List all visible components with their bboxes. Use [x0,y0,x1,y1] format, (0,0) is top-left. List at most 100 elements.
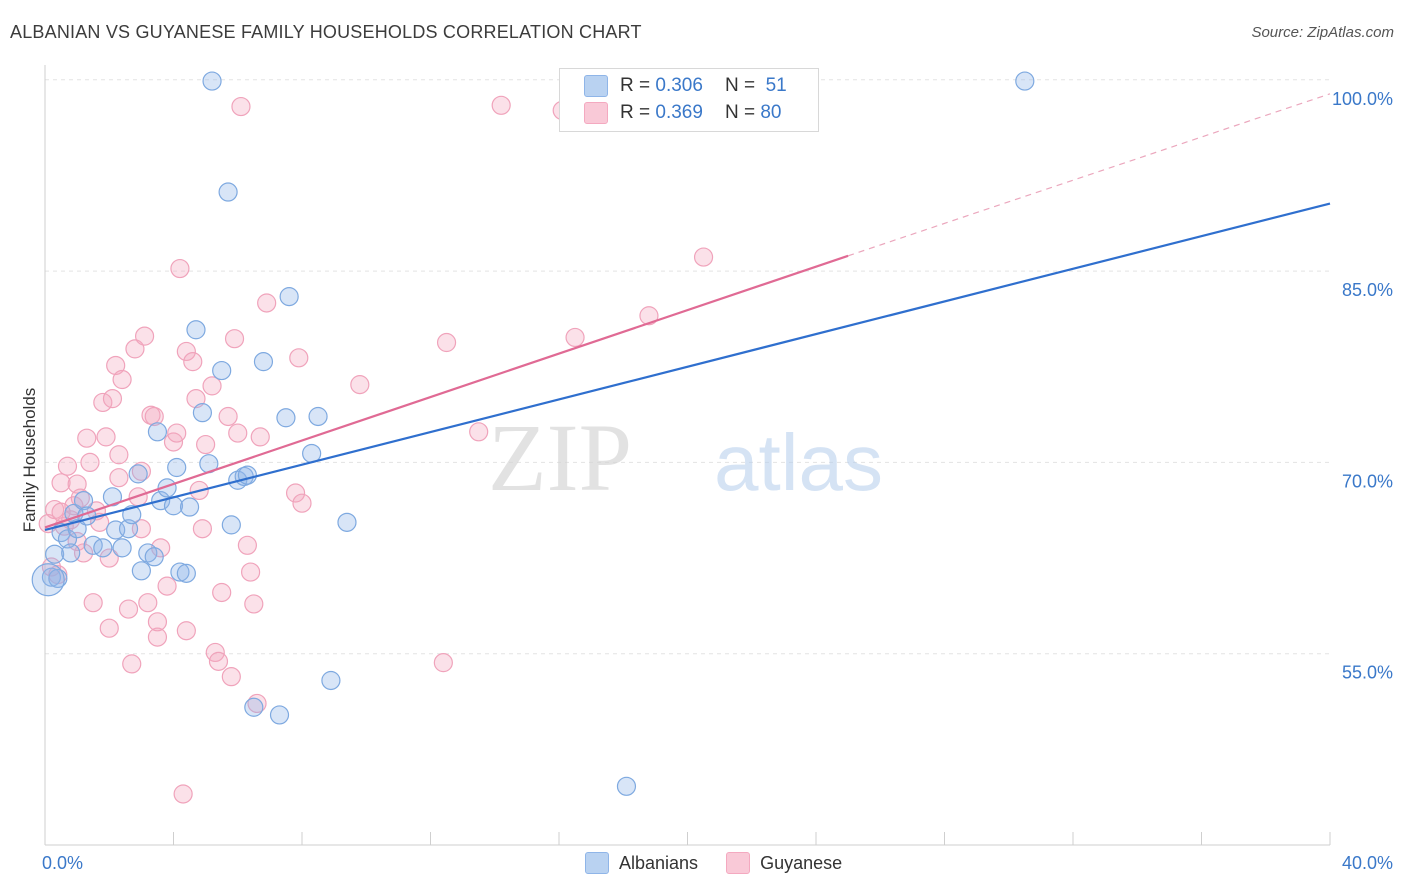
albanian-point-26 [170,562,190,582]
guyanese-point-33 [147,627,168,647]
guyanese-point-9 [67,474,87,494]
albanian-point-11 [93,538,113,558]
albanian-point-4 [57,529,78,549]
guyanese-point-64 [350,375,370,395]
guyanese-point-19 [102,389,123,409]
guyanese-point-38 [167,423,187,443]
albanian-point-17 [128,464,148,484]
guyanese-r-label: R = [620,102,651,123]
albanian-point-29 [186,320,206,340]
guyanese-point-20 [106,355,126,376]
x-tick-label-1: 40.0% [1342,853,1393,873]
albanian-point-20 [144,547,164,567]
guyanese-point-61 [285,483,306,503]
albanians-r-value: 0.306 [655,75,703,96]
albanian-point-21 [147,422,168,442]
x-tick-label-0: 0.0% [42,853,83,873]
albanian-point-18 [131,561,151,581]
albanian-point-34 [218,182,238,202]
albanian-point-49 [1015,71,1035,91]
albanian-point-46 [321,670,341,691]
guyanese-point-30 [138,593,158,613]
albanian-point-25 [167,457,187,478]
guyanese-point-71 [639,306,659,326]
axes [44,65,1331,846]
albanian-points [31,71,1035,796]
guyanese-point-32 [144,406,164,427]
guyanese-point-68 [491,95,511,115]
guyanese-point-41 [176,341,196,362]
guyanese-point-43 [183,352,203,372]
y-tick-label-0: 55.0% [1342,663,1393,683]
albanian-point-45 [308,406,328,427]
guyanese-point-47 [202,376,222,396]
guyanese-point-65 [433,653,453,673]
guyanese-trend-extension [847,93,1331,257]
albanian-point-48 [616,776,637,796]
albanian-point-15 [118,519,139,539]
guyanese-point-63 [292,493,312,513]
albanian-point-23 [157,478,177,498]
guyanese-point-59 [250,427,270,447]
albanian-point-12 [102,487,123,507]
albanian-point-38 [237,465,257,485]
albanians-r-label: R = [620,75,651,96]
guyanese-point-36 [157,576,177,596]
guyanese-point-34 [147,612,168,632]
albanian-point-50 [31,563,65,597]
guyanese-point-55 [231,96,251,117]
guyanese-point-26 [125,339,145,359]
albanian-point-1 [45,544,65,564]
guyanese-point-50 [212,582,232,603]
guyanese-point-12 [80,452,100,472]
guyanese-point-4 [51,473,71,493]
albanian-point-0 [41,567,62,587]
guyanese-n-label: N = [724,102,756,123]
guyanese-point-17 [96,427,116,447]
albanian-point-47 [337,512,357,532]
source-label: Source: ZipAtlas.com [1251,24,1394,41]
guyanese-point-16 [93,392,113,413]
legend-row-albanians: R = 0.306 N = 51 [584,73,787,99]
guyanese-point-24 [118,599,139,619]
albanian-point-35 [221,515,241,535]
albanian-point-7 [67,519,87,539]
albanians-n-value: 51 [765,75,787,96]
guyanese-point-39 [170,258,190,279]
albanian-point-32 [202,71,222,91]
legend-item-guyanese: Guyanese [726,852,842,874]
guyanese-point-76 [192,519,213,539]
guyanese-point-78 [131,461,151,481]
y-tick-label-2: 85.0% [1342,280,1393,300]
albanian-point-39 [244,697,264,717]
guyanese-r-value: 0.369 [655,102,703,123]
guyanese-point-40 [173,784,193,804]
guyanese-point-42 [176,621,196,641]
albanian-point-41 [269,705,290,725]
guyanese-point-49 [208,651,229,671]
legend-item-albanians: Albanians [585,852,698,874]
albanian-point-2 [48,568,68,589]
albanians-n-label: N = [724,75,756,96]
guyanese-point-11 [77,428,97,448]
guyanese-point-75 [99,548,119,568]
stats-legend: R = 0.306 N = 51 R = 0.369 N = 80 [559,68,819,132]
albanian-point-14 [112,538,132,558]
albanian-point-40 [253,352,274,372]
guyanese-point-21 [109,445,129,465]
guyanese-point-18 [99,618,119,638]
guyanese-legend-swatch [726,852,751,874]
guyanese-point-56 [241,562,261,582]
guyanese-point-29 [134,326,155,346]
tick-labels: 55.0% 70.0% 85.0% 100.0% 0.0% 40.0% [42,89,1393,873]
y-tick-label-1: 70.0% [1342,471,1393,491]
guyanese-point-25 [122,654,142,674]
guyanese-point-77 [237,535,257,555]
albanian-point-43 [279,287,299,307]
chart-title: ALBANIAN VS GUYANESE FAMILY HOUSEHOLDS C… [10,22,642,42]
albanian-point-30 [192,403,213,423]
guyanese-point-44 [186,389,206,409]
albanian-point-42 [276,408,296,428]
series-legend: Albanians Guyanese [585,852,870,874]
